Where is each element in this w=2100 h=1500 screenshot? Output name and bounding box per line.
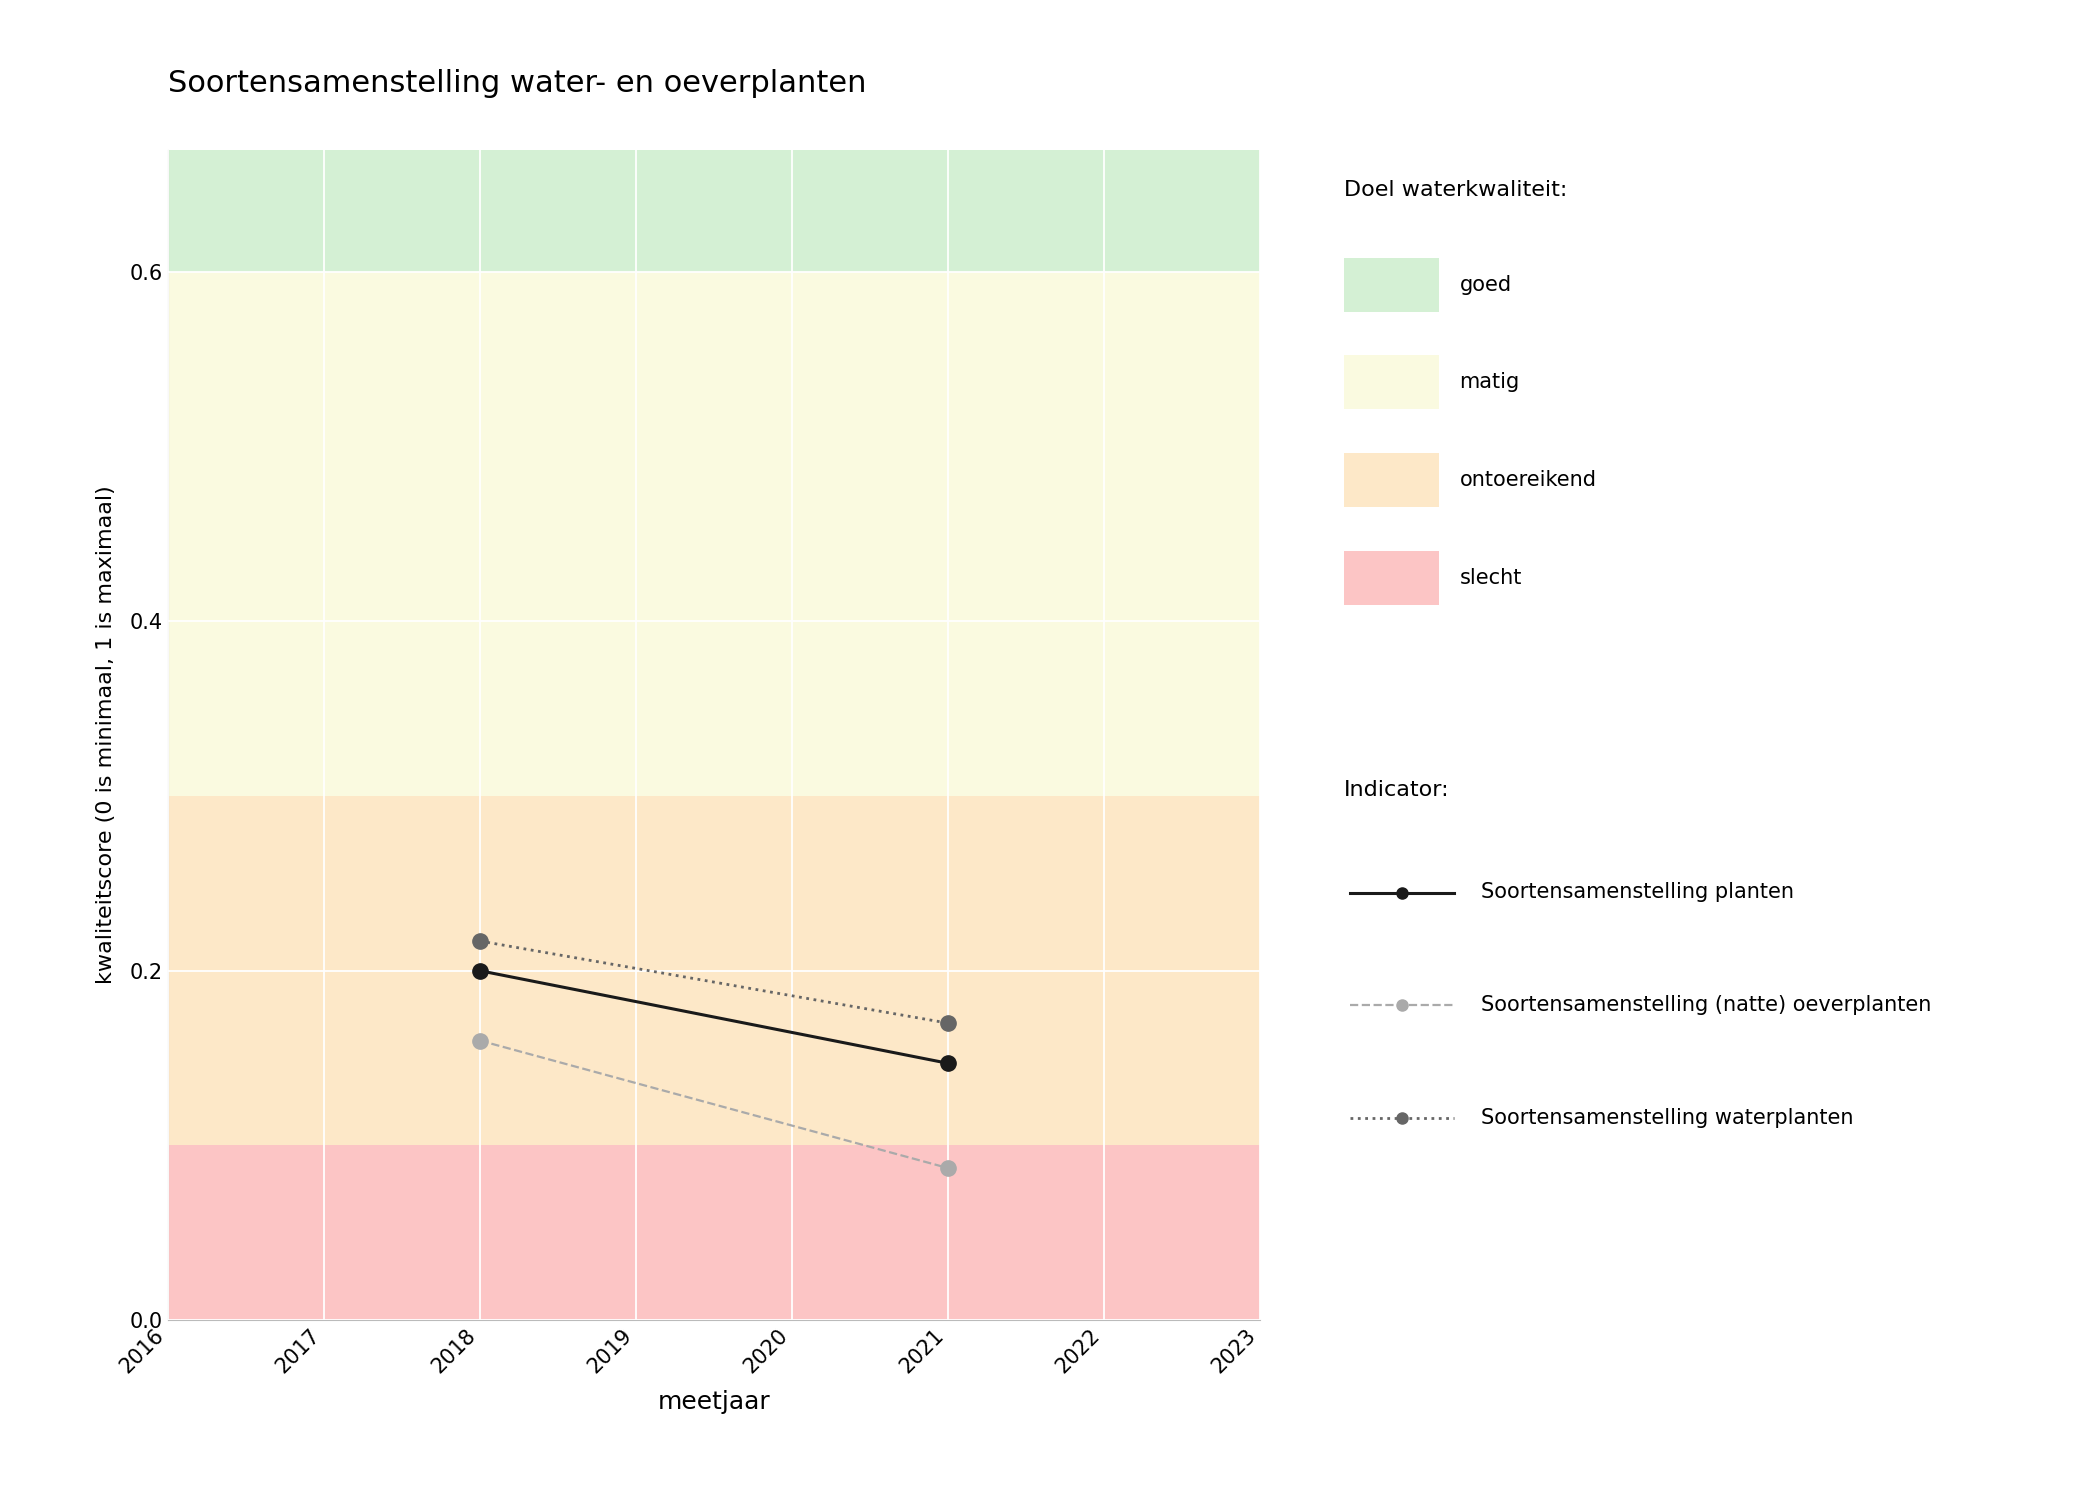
Y-axis label: kwaliteitscore (0 is minimaal, 1 is maximaal): kwaliteitscore (0 is minimaal, 1 is maxi…: [97, 486, 116, 984]
Text: matig: matig: [1460, 372, 1520, 393]
Text: Doel waterkwaliteit:: Doel waterkwaliteit:: [1344, 180, 1567, 200]
X-axis label: meetjaar: meetjaar: [657, 1390, 771, 1414]
Bar: [168, 1146, 1260, 1320]
Bar: [168, 796, 1260, 1146]
Text: goed: goed: [1460, 274, 1512, 296]
Text: slecht: slecht: [1460, 567, 1522, 588]
Bar: [168, 150, 1260, 272]
Text: Soortensamenstelling (natte) oeverplanten: Soortensamenstelling (natte) oeverplante…: [1480, 994, 1930, 1016]
Text: ontoereikend: ontoereikend: [1460, 470, 1596, 490]
Text: Soortensamenstelling water- en oeverplanten: Soortensamenstelling water- en oeverplan…: [168, 69, 867, 98]
Text: Soortensamenstelling planten: Soortensamenstelling planten: [1480, 882, 1793, 903]
Text: Soortensamenstelling waterplanten: Soortensamenstelling waterplanten: [1480, 1107, 1852, 1128]
Bar: [168, 272, 1260, 796]
Text: Indicator:: Indicator:: [1344, 780, 1449, 800]
